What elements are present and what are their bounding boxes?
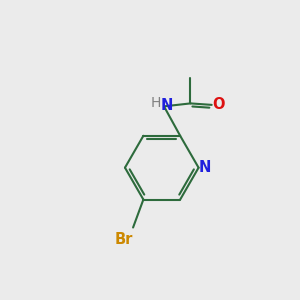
Text: H: H	[151, 96, 161, 110]
Text: Br: Br	[115, 232, 134, 247]
Text: N: N	[161, 98, 173, 113]
Text: N: N	[199, 160, 211, 175]
Text: O: O	[212, 98, 224, 112]
